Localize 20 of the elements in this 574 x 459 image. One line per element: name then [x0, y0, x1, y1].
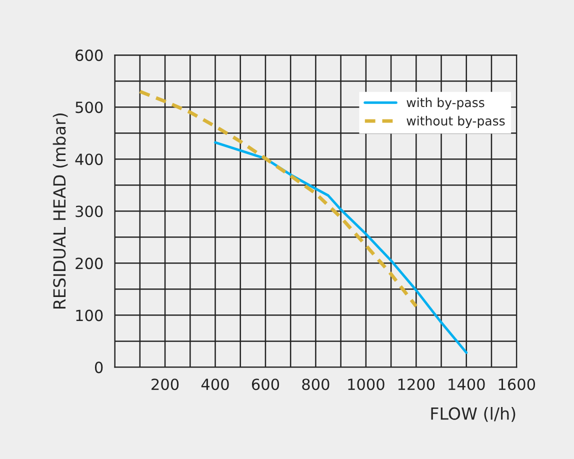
x-tick-label: 600 [252, 378, 280, 390]
y-tick-label: 300 [76, 206, 103, 218]
line-series [214, 141, 468, 354]
y-tick-label: 0 [94, 362, 103, 374]
y-tick-label: 400 [75, 154, 103, 166]
x-tick-label: 800 [302, 378, 330, 390]
legend-label: with by-pass [406, 98, 484, 110]
legend-label: without by-pass [406, 116, 505, 128]
x-tick-label: 200 [152, 378, 179, 390]
x-tick-label: 1600 [498, 378, 536, 390]
x-tick-label: 1200 [398, 378, 435, 390]
y-axis-title: RESIDUAL HEAD (mbar) [52, 114, 68, 309]
x-axis-title: FLOW (l/h) [431, 406, 516, 422]
x-tick-label: 1000 [348, 378, 384, 390]
x-tick-label: 400 [201, 378, 229, 390]
y-tick-label: 600 [76, 50, 103, 62]
y-tick-label: 200 [76, 258, 103, 270]
x-tick-label: 1400 [448, 378, 485, 390]
y-tick-label: 500 [76, 102, 103, 114]
y-tick-label: 100 [76, 310, 103, 322]
